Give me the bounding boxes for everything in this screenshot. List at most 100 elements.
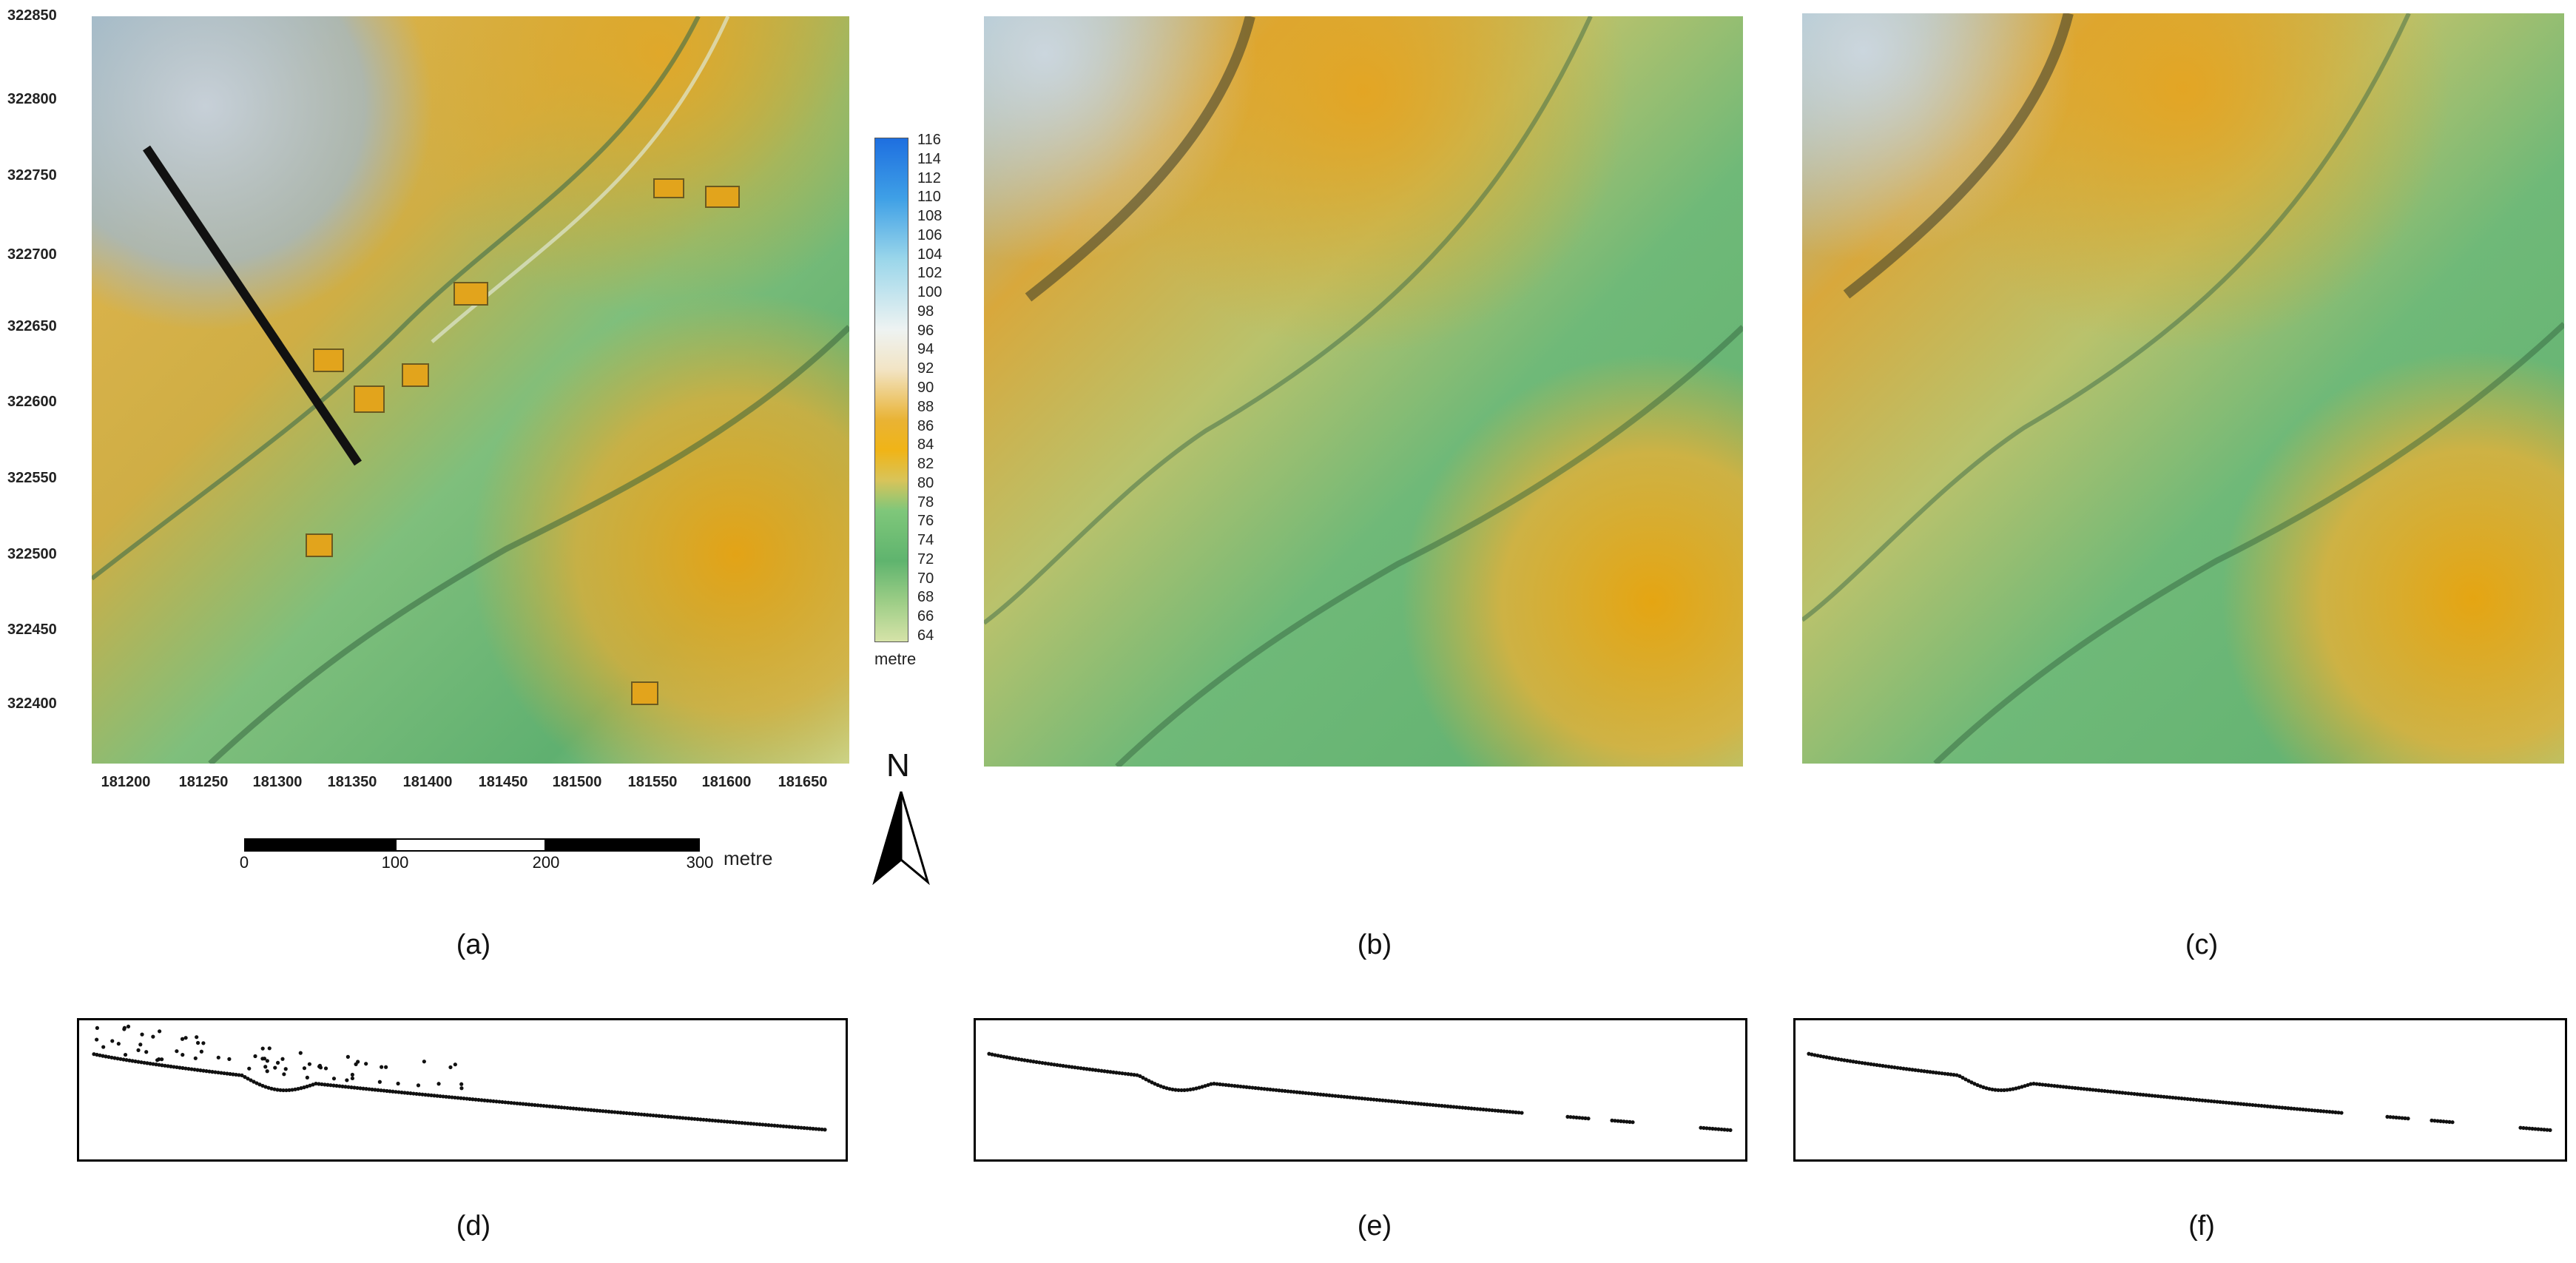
profile-point — [2236, 1102, 2240, 1106]
profile-point — [130, 1059, 135, 1063]
profile-point — [990, 1052, 994, 1057]
profile-point — [1117, 1071, 1122, 1075]
profile-point — [1129, 1072, 1133, 1077]
profile-point — [140, 1032, 144, 1037]
profile-point — [352, 1085, 357, 1090]
scale-label: 100 — [381, 853, 409, 872]
profile-point — [2265, 1104, 2270, 1108]
profile-point — [402, 1091, 407, 1095]
profile-point — [672, 1115, 676, 1119]
profile-point — [1271, 1088, 1275, 1092]
profile-point — [2135, 1092, 2140, 1097]
profile-point — [684, 1116, 688, 1120]
profile-point — [420, 1092, 425, 1097]
profile-point — [1194, 1086, 1198, 1091]
profile-point — [1710, 1126, 1715, 1131]
profile-point — [1108, 1070, 1113, 1074]
profile-point — [2165, 1095, 2169, 1099]
profile-point — [1807, 1051, 1811, 1056]
profile-point — [1224, 1082, 1228, 1087]
profile-point — [273, 1065, 277, 1070]
profile-point — [758, 1122, 762, 1127]
caption-b: (b) — [1357, 929, 1392, 960]
profile-point — [2327, 1110, 2332, 1114]
profile-point — [1253, 1085, 1258, 1091]
profile-point — [1002, 1054, 1006, 1059]
profile-point — [1309, 1091, 1314, 1096]
profile-point — [169, 1064, 173, 1068]
profile-point — [249, 1078, 253, 1082]
profile-point — [488, 1099, 493, 1103]
profile-point — [610, 1110, 614, 1114]
legend-value: 110 — [917, 189, 941, 206]
profile-point — [448, 1065, 453, 1070]
profile-point — [987, 1051, 991, 1056]
legend-value: 102 — [917, 265, 943, 282]
profile-point — [1114, 1071, 1119, 1075]
profile-point — [154, 1062, 158, 1067]
profile-point — [1079, 1066, 1083, 1071]
profile-point — [506, 1100, 510, 1105]
profile-point — [278, 1088, 283, 1092]
profile-point — [356, 1060, 360, 1064]
profile-point — [1327, 1093, 1332, 1098]
profile-point — [151, 1062, 155, 1066]
profile-point — [1496, 1108, 1500, 1113]
legend-value: 70 — [917, 570, 934, 587]
profile-point — [1898, 1066, 1903, 1071]
profile-e — [974, 1018, 1747, 1162]
profile-point — [1321, 1093, 1326, 1097]
x-tick: 181550 — [627, 774, 678, 790]
legend-value: 92 — [917, 360, 934, 377]
profile-point — [1568, 1115, 1573, 1119]
profile-point — [1425, 1102, 1429, 1107]
profile-point — [1487, 1108, 1491, 1112]
profile-point — [1916, 1068, 1921, 1073]
profile-point — [755, 1122, 759, 1126]
profile-point — [1230, 1083, 1234, 1088]
caption-e: (e) — [1357, 1210, 1392, 1242]
profile-point — [280, 1057, 285, 1061]
profile-point — [1463, 1105, 1468, 1110]
profile-point — [441, 1094, 445, 1099]
profile-point — [1580, 1116, 1585, 1120]
profile-point — [1363, 1097, 1367, 1101]
profile-point — [2283, 1105, 2287, 1110]
profile-point — [2061, 1085, 2066, 1089]
profile-point — [574, 1106, 579, 1111]
profile-point — [1233, 1084, 1237, 1088]
profile-point — [568, 1106, 573, 1111]
profile-point — [678, 1116, 682, 1120]
profile-point — [1274, 1088, 1278, 1092]
profile-point — [2111, 1090, 2116, 1094]
profile-point — [2073, 1085, 2077, 1091]
profile-point — [725, 1119, 729, 1124]
profile-point — [2230, 1101, 2234, 1105]
profile-point — [275, 1088, 280, 1092]
profile-point — [719, 1119, 724, 1123]
profile-point — [1324, 1093, 1329, 1097]
profile-point — [1238, 1084, 1243, 1089]
profile-point — [199, 1049, 203, 1054]
profile-point — [1490, 1108, 1494, 1113]
profile-point — [621, 1111, 626, 1115]
profile-point — [704, 1118, 709, 1122]
y-tick: 322750 — [7, 167, 57, 183]
profile-point — [2032, 1082, 2036, 1086]
profile-point — [181, 1053, 185, 1057]
legend-value: 64 — [917, 627, 934, 644]
profile-point — [302, 1066, 307, 1071]
profile-point — [1978, 1084, 1983, 1088]
profile-point — [115, 1057, 120, 1061]
profile-point — [1699, 1125, 1703, 1130]
profile-point — [1401, 1100, 1406, 1105]
profile-point — [180, 1037, 185, 1041]
y-tick: 322600 — [7, 394, 57, 410]
profile-point — [993, 1053, 997, 1057]
profile-point — [1419, 1102, 1423, 1106]
profile-point — [396, 1081, 400, 1086]
profile-point — [1159, 1084, 1163, 1088]
profile-point — [148, 1061, 152, 1066]
profile-point — [2444, 1119, 2449, 1124]
profile-point — [636, 1112, 641, 1117]
